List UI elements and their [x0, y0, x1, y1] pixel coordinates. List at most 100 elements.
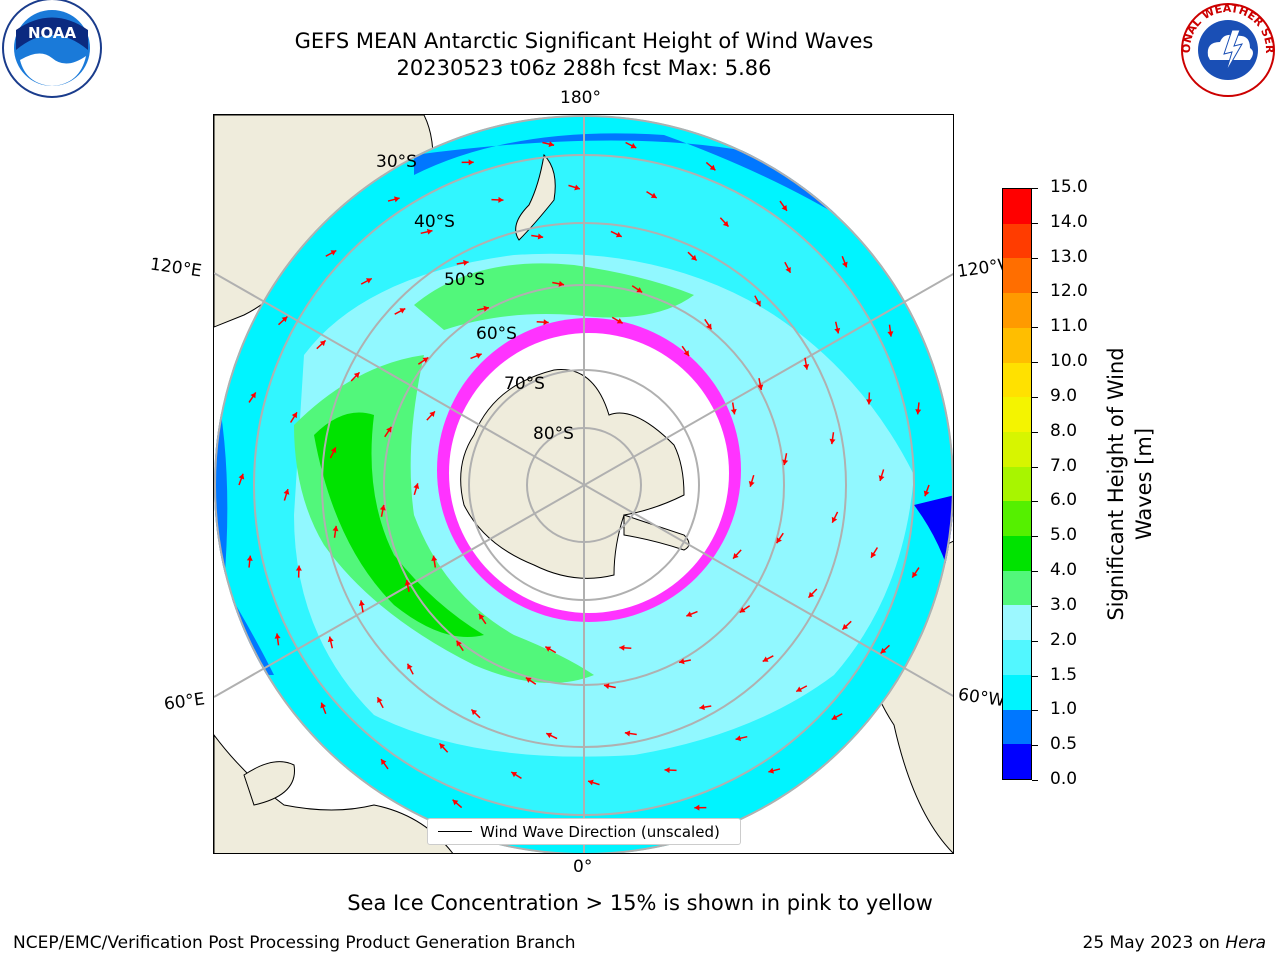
wave-direction-arrowhead [320, 702, 326, 709]
wave-direction-arrowhead [757, 384, 764, 390]
wave-direction-arrowhead [808, 591, 815, 598]
colorbar-tick: 9.0 [1032, 386, 1077, 406]
colorbar-tick: 0.5 [1032, 734, 1077, 754]
footer-date-text: 25 May 2023 on [1082, 933, 1226, 953]
coastal-low-band-top [414, 133, 854, 225]
colorbar-tick: 13.0 [1032, 247, 1088, 267]
colorbar-segment [1003, 466, 1031, 502]
graticule [214, 115, 953, 853]
colorbar-tick: 3.0 [1032, 595, 1077, 615]
colorbar-tick: 15.0 [1032, 177, 1088, 197]
colorbar-segment [1003, 536, 1031, 571]
lat-label-40s: 40°S [414, 212, 455, 232]
coastal-low-band-right [914, 495, 953, 595]
wave-direction-arrowhead [407, 663, 413, 670]
wave-direction-arrowhead [709, 164, 716, 171]
footer-credit: NCEP/EMC/Verification Post Processing Pr… [13, 933, 576, 953]
colorbar-tick: 7.0 [1032, 456, 1077, 476]
wave-direction-arrowhead [755, 300, 761, 307]
wave-direction-arrowhead [733, 552, 739, 559]
peak-band [314, 412, 484, 637]
wave-direction-arrowhead [785, 266, 791, 273]
wave-direction-arrowhead [332, 525, 339, 532]
legend-label: Wind Wave Direction (unscaled) [480, 822, 720, 841]
footer-machine: Hera [1225, 933, 1266, 953]
colorbar-segment [1003, 605, 1031, 641]
wave-direction-arrowhead [546, 732, 553, 739]
noaa-logo: NOAA [2, 0, 102, 98]
sea-ice-note: Sea Ice Concentration > 15% is shown in … [347, 891, 933, 915]
wave-direction-arrowhead [475, 353, 482, 359]
wave-direction-arrowhead [537, 233, 544, 240]
colorbar-tick: 1.0 [1032, 699, 1077, 719]
wave-direction-arrowhead [748, 481, 755, 487]
colorbar-tick: 1.5 [1032, 665, 1077, 685]
wave-direction-arrowhead [404, 580, 411, 586]
colorbar-tick: 14.0 [1032, 212, 1088, 232]
wave-direction-arrowhead [479, 613, 485, 620]
wave-direction-arrowhead [327, 636, 334, 643]
lon-label-120e: 120°E [148, 254, 203, 282]
wave-direction-arrowhead [664, 767, 670, 774]
wave-direction-arrowhead [588, 779, 594, 786]
wave-direction-arrowhead [456, 640, 462, 647]
wave-direction-arrowhead [283, 489, 290, 495]
lon-label-0: 0° [573, 857, 593, 877]
colorbar-segment [1003, 431, 1031, 467]
colorbar-tick: 8.0 [1032, 421, 1077, 441]
wave-direction-arrowhead [829, 438, 836, 445]
wave-direction-arrowhead [319, 340, 326, 347]
wave-direction-arrowhead [463, 259, 469, 266]
wave-direction-arrowhead [650, 192, 657, 198]
high-band-north [414, 263, 694, 330]
wave-direction-arrowhead [887, 331, 894, 337]
wind-wave-arrows [238, 141, 930, 829]
colorbar-segment [1003, 362, 1031, 398]
wave-direction-arrowhead [381, 759, 387, 765]
wave-direction-arrowhead [250, 392, 256, 399]
colorbar-tick: 0.0 [1032, 769, 1077, 789]
wave-direction-arrowhead [358, 600, 365, 606]
wave-direction-arrowhead [413, 483, 420, 489]
colorbar-segment [1003, 258, 1031, 294]
wave-direction-arrowhead [330, 250, 337, 256]
footer-date: 25 May 2023 on Hera [1083, 933, 1267, 953]
wave-direction-arrowhead [679, 658, 685, 665]
wave-direction-arrowhead [915, 409, 922, 415]
wave-direction-arrowhead [871, 551, 877, 558]
colorbar-segment [1003, 744, 1031, 779]
wave-direction-arrowhead [781, 205, 787, 211]
wave-direction-arrowhead [768, 767, 774, 774]
colorbar-label: Significant Height of Wind Waves [m] [1104, 347, 1156, 621]
wave-direction-arrowhead [394, 196, 400, 203]
wave-direction-arrowhead [842, 623, 849, 630]
wave-direction-arrowhead [686, 611, 693, 617]
colorbar-segment [1003, 327, 1031, 363]
wave-direction-arrowhead [624, 730, 631, 737]
wave-direction-arrowhead [803, 364, 810, 370]
colorbar-segment [1003, 709, 1031, 745]
lat-label-70s: 70°S [504, 374, 545, 394]
colorbar-tick: 2.0 [1032, 630, 1077, 650]
wave-direction-arrowhead [429, 411, 435, 418]
wave-direction-arrowhead [365, 278, 372, 284]
chart-title: GEFS MEAN Antarctic Significant Height o… [294, 29, 874, 53]
madagascar-land [243, 761, 295, 806]
colorbar-tick: 4.0 [1032, 560, 1077, 580]
legend-line-sample [438, 831, 472, 832]
wave-direction-arrowhead [912, 571, 918, 578]
wave-direction-arrowhead [330, 447, 337, 454]
wave-direction-arrowhead [730, 408, 737, 415]
lon-label-60e: 60°E [162, 689, 207, 715]
wave-direction-arrowhead [735, 735, 742, 742]
wave-direction-arrowhead [471, 709, 478, 716]
wave-direction-arrowhead [291, 412, 297, 419]
colorbar-segment [1003, 397, 1031, 432]
wave-direction-arrowhead [706, 323, 712, 330]
lat-label-80s: 80°S [533, 424, 574, 444]
colorbar-segment [1003, 189, 1031, 224]
colorbar-tick: 6.0 [1032, 490, 1077, 510]
wave-direction-arrowhead [603, 683, 610, 690]
wave-direction-arrowhead [452, 799, 459, 806]
wave-direction-arrowhead [379, 504, 386, 511]
